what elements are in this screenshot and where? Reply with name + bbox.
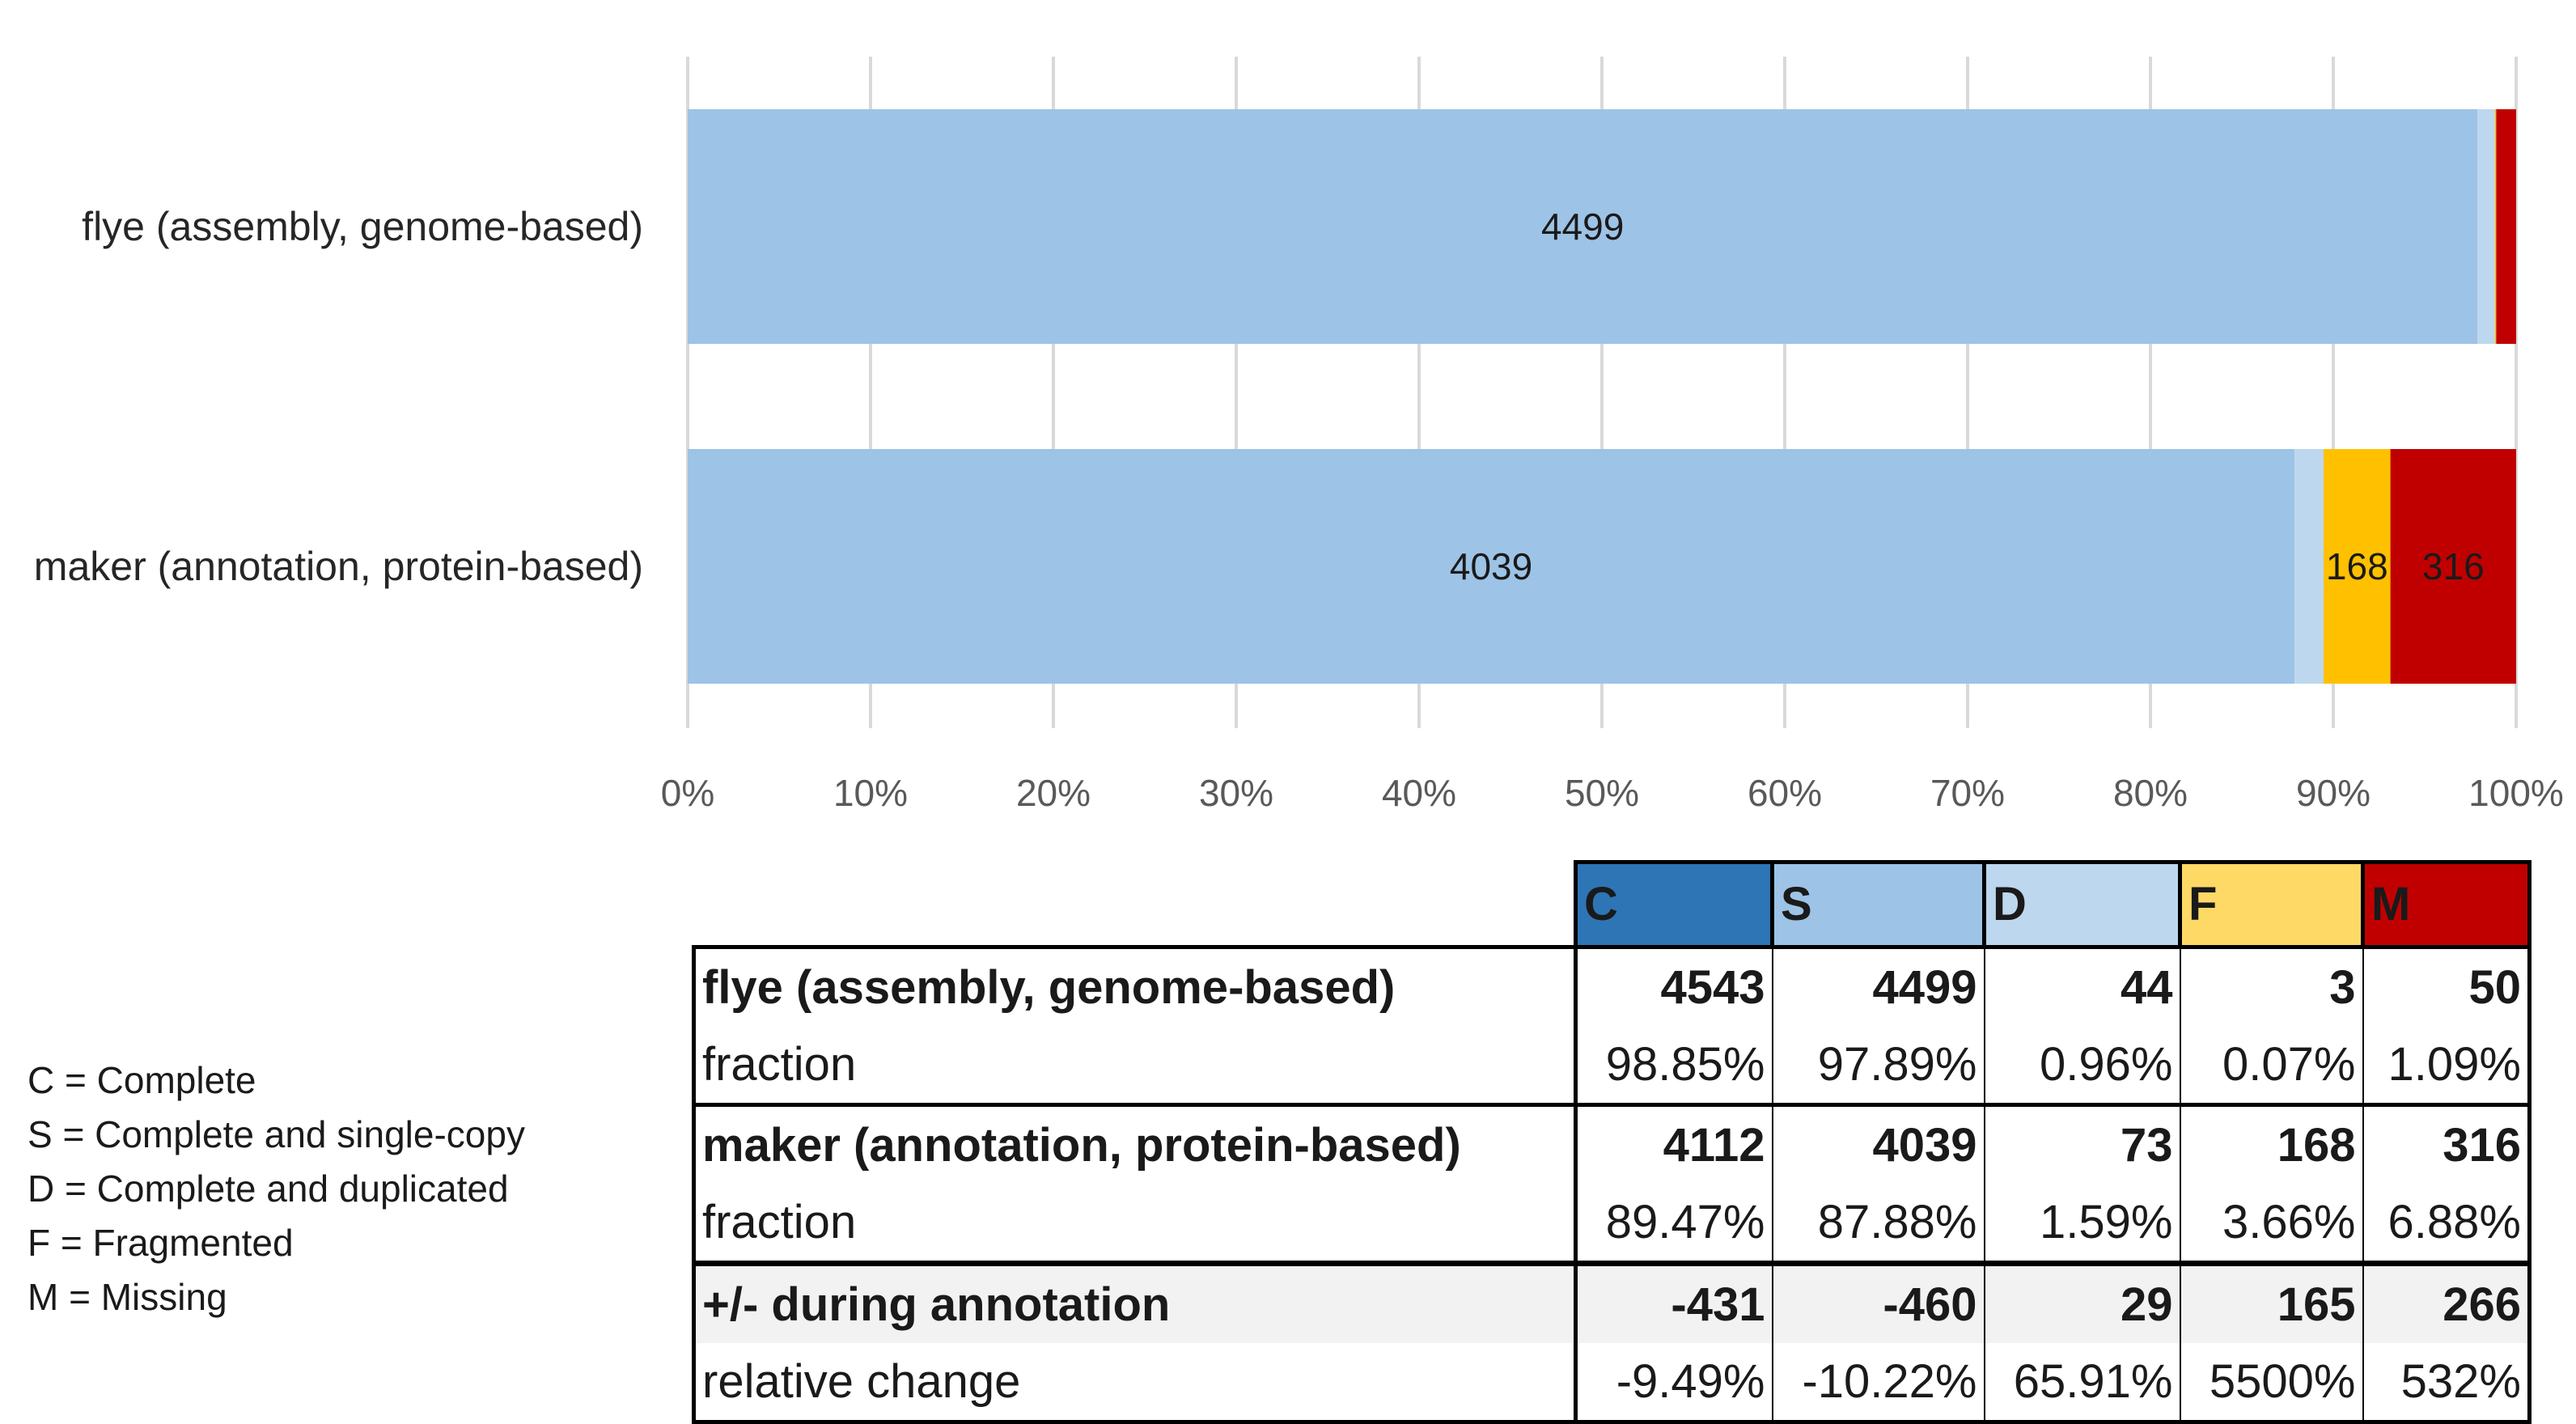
- row-label: relative change: [692, 1343, 1578, 1424]
- cell-f: 168: [2179, 1103, 2363, 1184]
- header-duplicated: D: [1982, 860, 2182, 949]
- bar-segment-f: [2324, 449, 2391, 684]
- x-tick-label: 30%: [1199, 772, 1273, 814]
- cell-s: 4039: [1771, 1103, 1985, 1184]
- cell-c: 4543: [1575, 945, 1773, 1026]
- row-label: maker (annotation, protein-based): [692, 1103, 1578, 1184]
- cell-d: 44: [1983, 945, 2180, 1026]
- table-row-annotation-delta: +/- during annotation -431 -460 29 165 2…: [692, 1261, 2532, 1343]
- busco-stacked-bar-chart: 0% 10% 20% 30% 40% 50% 60% 70% 80% 90% 100% flye (a…: [34, 57, 2564, 814]
- x-tick-label: 10%: [833, 772, 908, 814]
- x-tick-label: 80%: [2113, 772, 2188, 814]
- row-label: flye (assembly, genome-based): [692, 945, 1578, 1026]
- cell-s: -460: [1771, 1261, 1985, 1343]
- cell-m: 6.88%: [2362, 1184, 2532, 1264]
- cell-c: 89.47%: [1605, 1196, 1765, 1248]
- row-label: fraction: [692, 1026, 1578, 1105]
- cell-c: -431: [1575, 1261, 1773, 1343]
- cell-f: 3: [2179, 945, 2363, 1026]
- x-tick-label: 60%: [1748, 772, 1822, 814]
- chart-bars: [688, 109, 2516, 684]
- cell-s: 4499: [1771, 945, 1985, 1026]
- cell-s: 97.89%: [1771, 1026, 1985, 1105]
- table-header-spacer: [694, 862, 1576, 947]
- x-tick-label: 40%: [1382, 772, 1456, 814]
- x-tick-label: 0%: [661, 772, 714, 814]
- table-row-relative-change: relative change -9.49% -10.22% 65.91% 55…: [692, 1343, 2532, 1424]
- chart-labels: 0% 10% 20% 30% 40% 50% 60% 70% 80% 90% 100% flye (a…: [34, 204, 2564, 814]
- cell-m: 266: [2362, 1261, 2532, 1343]
- cell-c: 98.85%: [1605, 1038, 1765, 1091]
- cell-s: -10.22%: [1771, 1343, 1985, 1424]
- data-label: 4039: [1450, 545, 1532, 587]
- header-single-copy: S: [1770, 860, 1986, 949]
- header-fragmented: F: [2178, 860, 2365, 949]
- x-tick-label: 100%: [2468, 772, 2564, 814]
- cell-c: 4112: [1575, 1103, 1773, 1184]
- row-label: fraction: [692, 1184, 1578, 1264]
- table-row-flye-counts: flye (assembly, genome-based) 4543 4499 …: [692, 945, 2532, 1026]
- header-missing: M: [2361, 860, 2532, 949]
- cell-m: 1.09%: [2362, 1026, 2532, 1105]
- table-row-flye-fraction: fraction 98.85% 97.89% 0.96% 0.07% 1.09%: [692, 1026, 2532, 1105]
- cell-m: 50: [2362, 945, 2532, 1026]
- x-tick-label: 50%: [1565, 772, 1639, 814]
- table-row-maker-counts: maker (annotation, protein-based) 4112 4…: [692, 1103, 2532, 1184]
- x-tick-label: 90%: [2296, 772, 2371, 814]
- table-header-row: C S D F M: [694, 860, 2532, 949]
- cell-f: 3.66%: [2179, 1184, 2363, 1264]
- legend-key-duplicated: D = Complete and duplicated: [28, 1168, 509, 1210]
- cell-f: 0.07%: [2179, 1026, 2363, 1105]
- cell-s: 87.88%: [1771, 1184, 1985, 1264]
- data-label: 168: [2326, 545, 2388, 587]
- header-complete: C: [1574, 860, 1774, 949]
- category-label: maker (annotation, protein-based): [34, 544, 643, 589]
- legend-key-single-copy: S = Complete and single-copy: [28, 1113, 525, 1155]
- cell-d: 0.96%: [1983, 1026, 2180, 1105]
- bar-segment-s: [688, 449, 2295, 684]
- bar-segment-d: [2294, 449, 2324, 684]
- legend-key-complete: C = Complete: [28, 1059, 256, 1101]
- cell-m: 316: [2362, 1103, 2532, 1184]
- bar-segment-m: [2390, 449, 2516, 684]
- cell-d: 29: [1983, 1261, 2180, 1343]
- cell-d: 73: [1983, 1103, 2180, 1184]
- data-label: 4499: [1541, 206, 1624, 248]
- x-tick-label: 70%: [1930, 772, 2005, 814]
- legend-key-missing: M = Missing: [28, 1276, 227, 1318]
- cell-f: 5500%: [2179, 1343, 2363, 1424]
- x-tick-label: 20%: [1016, 772, 1091, 814]
- cell-d: 1.59%: [1983, 1184, 2180, 1264]
- busco-summary-table: C S D F M flye (assembly, genome-based) …: [692, 860, 2532, 1424]
- bar-segment-m: [2496, 109, 2516, 344]
- cell-c: -9.49%: [1575, 1343, 1773, 1424]
- cell-m: 532%: [2362, 1343, 2532, 1424]
- category-label: flye (assembly, genome-based): [82, 204, 643, 249]
- bar-segment-d: [2477, 109, 2495, 344]
- row-label: +/- during annotation: [692, 1261, 1578, 1343]
- data-label: 316: [2422, 545, 2485, 587]
- legend-key: C = Complete S = Complete and single-cop…: [28, 1053, 525, 1324]
- bar-segment-s: [688, 109, 2478, 344]
- cell-f: 165: [2179, 1261, 2363, 1343]
- cell-d: 65.91%: [1983, 1343, 2180, 1424]
- table-row-maker-fraction: fraction 89.47% 87.88% 1.59% 3.66% 6.88%: [692, 1184, 2532, 1264]
- bar-segment-f: [2494, 109, 2497, 344]
- legend-key-fragmented: F = Fragmented: [28, 1222, 294, 1264]
